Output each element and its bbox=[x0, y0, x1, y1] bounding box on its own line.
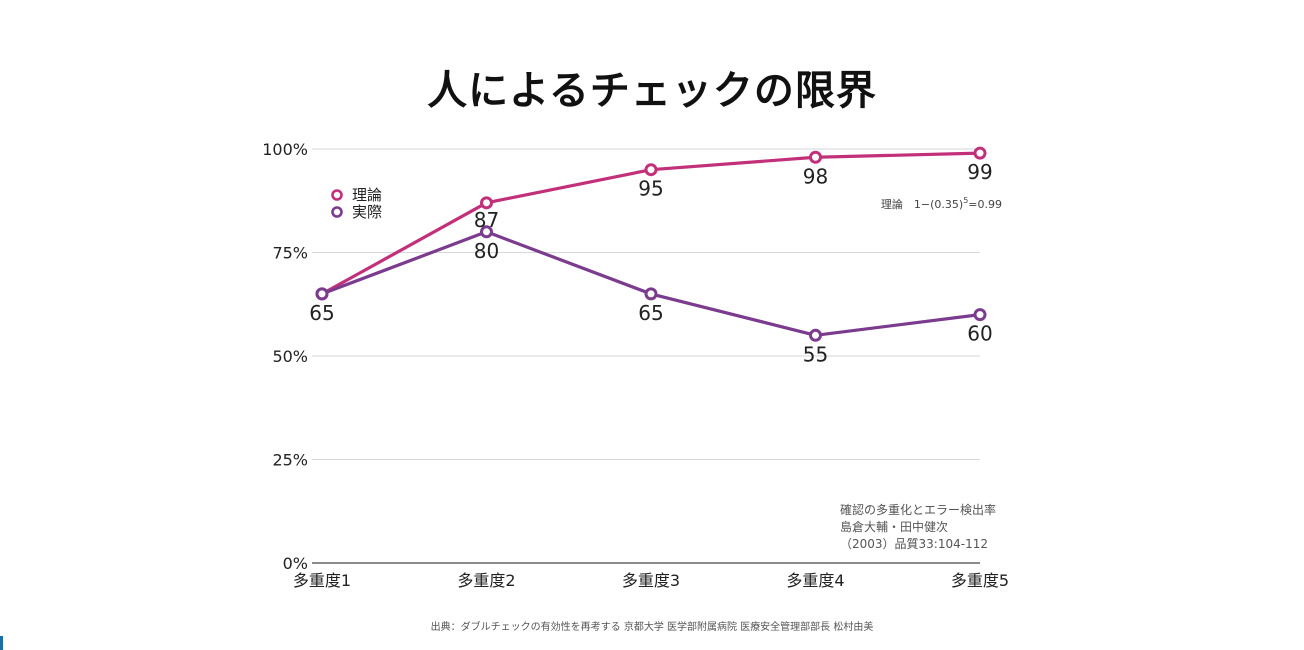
data-label: 99 bbox=[967, 160, 992, 184]
data-point bbox=[480, 196, 493, 210]
data-label: 80 bbox=[474, 239, 499, 263]
y-tick-label: 100% bbox=[262, 140, 308, 159]
data-point bbox=[644, 163, 658, 177]
data-point bbox=[315, 287, 329, 301]
data-point bbox=[480, 225, 493, 239]
x-tick-label: 多重度3 bbox=[622, 571, 680, 590]
x-tick-label: 多重度4 bbox=[786, 571, 844, 590]
citation-line: 確認の多重化とエラー検出率 bbox=[840, 502, 996, 517]
y-tick-label: 0% bbox=[283, 554, 308, 573]
x-tick-label: 多重度1 bbox=[293, 571, 351, 590]
legend-label: 実際 bbox=[352, 203, 382, 221]
legend-marker bbox=[331, 189, 343, 201]
data-label: 95 bbox=[638, 177, 663, 201]
x-tick-label: 多重度5 bbox=[951, 571, 1009, 590]
citation-line: 島倉大輔・田中健次 bbox=[840, 519, 948, 534]
data-point bbox=[644, 287, 658, 301]
data-label: 87 bbox=[474, 208, 499, 232]
data-label: 55 bbox=[803, 342, 828, 366]
legend-label: 理論 bbox=[352, 186, 382, 204]
formula-note: 理論 1−(0.35)5=0.99 bbox=[881, 196, 1002, 211]
chart-title: 人によるチェックの限界 bbox=[427, 68, 877, 114]
data-point bbox=[809, 328, 822, 342]
x-tick-label: 多重度2 bbox=[457, 571, 515, 590]
citation-line: （2003）品質33:104-112 bbox=[840, 536, 988, 551]
data-point bbox=[973, 308, 987, 322]
data-label: 65 bbox=[638, 301, 663, 325]
data-point bbox=[809, 150, 822, 164]
y-tick-label: 25% bbox=[272, 451, 308, 470]
legend-marker bbox=[331, 206, 343, 218]
data-label: 60 bbox=[967, 322, 992, 346]
data-label: 98 bbox=[803, 164, 828, 188]
source-note: 出典：ダブルチェックの有効性を再考する 京都大学 医学部附属病院 医療安全管理部… bbox=[430, 622, 874, 633]
y-tick-label: 75% bbox=[272, 244, 308, 263]
edge-marker bbox=[0, 636, 3, 650]
y-tick-label: 50% bbox=[272, 347, 308, 366]
data-point bbox=[973, 146, 987, 160]
data-label: 65 bbox=[309, 301, 334, 325]
